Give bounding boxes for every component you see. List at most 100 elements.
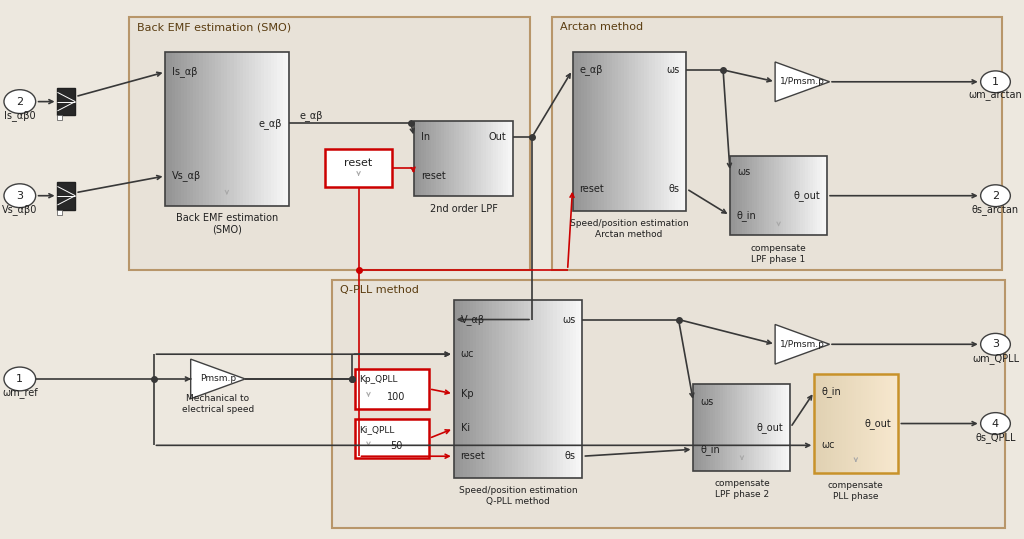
- Ellipse shape: [981, 334, 1011, 355]
- Bar: [483, 121, 486, 196]
- Bar: [824, 156, 827, 236]
- Text: θ_out: θ_out: [757, 422, 783, 433]
- Bar: [280, 52, 284, 205]
- Text: compensate: compensate: [714, 480, 770, 488]
- Bar: [224, 52, 228, 205]
- Polygon shape: [775, 62, 829, 102]
- Bar: [243, 52, 247, 205]
- Bar: [655, 52, 658, 211]
- Bar: [635, 52, 639, 211]
- Text: 50: 50: [390, 441, 402, 451]
- Bar: [501, 121, 504, 196]
- Bar: [434, 121, 437, 196]
- Bar: [190, 52, 195, 205]
- Bar: [512, 300, 516, 478]
- Bar: [499, 121, 502, 196]
- Bar: [590, 52, 593, 211]
- Bar: [698, 384, 701, 471]
- Bar: [778, 384, 781, 471]
- Bar: [575, 52, 579, 211]
- Bar: [572, 300, 577, 478]
- Bar: [452, 121, 455, 196]
- Bar: [785, 384, 788, 471]
- Bar: [212, 52, 216, 205]
- Bar: [735, 156, 738, 236]
- Bar: [752, 384, 755, 471]
- Text: 100: 100: [387, 392, 406, 402]
- Bar: [527, 300, 531, 478]
- Bar: [794, 156, 797, 236]
- Bar: [672, 52, 676, 211]
- Bar: [538, 300, 542, 478]
- Bar: [547, 300, 551, 478]
- Bar: [460, 300, 464, 478]
- Bar: [836, 374, 839, 473]
- Bar: [436, 121, 439, 196]
- Bar: [739, 384, 742, 471]
- Text: Speed/position estimation: Speed/position estimation: [569, 219, 688, 228]
- Bar: [788, 384, 792, 471]
- Bar: [718, 384, 721, 471]
- Bar: [723, 384, 726, 471]
- Text: Pmsm.p: Pmsm.p: [200, 375, 236, 383]
- Bar: [815, 156, 818, 236]
- Bar: [844, 374, 847, 473]
- Text: (SMO): (SMO): [212, 224, 242, 234]
- Bar: [461, 121, 464, 196]
- Bar: [572, 52, 686, 211]
- Bar: [577, 300, 580, 478]
- Bar: [286, 52, 290, 205]
- Bar: [473, 121, 477, 196]
- Bar: [822, 374, 825, 473]
- Bar: [711, 384, 714, 471]
- Bar: [742, 156, 745, 236]
- Text: θs: θs: [669, 184, 680, 194]
- Bar: [233, 52, 238, 205]
- Bar: [826, 374, 829, 473]
- Bar: [57, 210, 62, 215]
- Bar: [476, 121, 479, 196]
- Bar: [730, 156, 827, 236]
- Bar: [332, 280, 1006, 528]
- Text: Back EMF estimation (SMO): Back EMF estimation (SMO): [136, 22, 291, 32]
- Bar: [764, 156, 767, 236]
- Ellipse shape: [4, 184, 36, 208]
- Text: electrical speed: electrical speed: [182, 405, 254, 414]
- Bar: [499, 300, 503, 478]
- Bar: [759, 156, 763, 236]
- Bar: [814, 374, 817, 473]
- Text: θ_out: θ_out: [794, 190, 820, 201]
- Bar: [439, 121, 442, 196]
- Bar: [579, 52, 582, 211]
- Bar: [771, 156, 774, 236]
- Bar: [730, 384, 733, 471]
- Bar: [414, 121, 513, 196]
- Bar: [869, 374, 871, 473]
- Bar: [563, 300, 567, 478]
- Bar: [227, 52, 231, 205]
- Text: Back EMF estimation: Back EMF estimation: [176, 213, 278, 224]
- Bar: [681, 52, 684, 211]
- Bar: [479, 300, 483, 478]
- Bar: [780, 384, 784, 471]
- Bar: [184, 52, 187, 205]
- Bar: [842, 374, 845, 473]
- Bar: [766, 156, 770, 236]
- Bar: [511, 121, 514, 196]
- Bar: [466, 121, 469, 196]
- Text: Speed/position estimation: Speed/position estimation: [459, 486, 578, 495]
- Bar: [880, 374, 883, 473]
- Bar: [871, 374, 873, 473]
- Bar: [746, 384, 750, 471]
- Bar: [569, 300, 573, 478]
- Text: Mechanical to: Mechanical to: [186, 394, 250, 403]
- Bar: [831, 374, 834, 473]
- Bar: [644, 52, 647, 211]
- Bar: [264, 52, 268, 205]
- Bar: [805, 156, 809, 236]
- Bar: [553, 300, 557, 478]
- Text: 2: 2: [16, 96, 24, 107]
- Bar: [485, 300, 489, 478]
- Text: ωs: ωs: [562, 315, 575, 324]
- Bar: [459, 121, 462, 196]
